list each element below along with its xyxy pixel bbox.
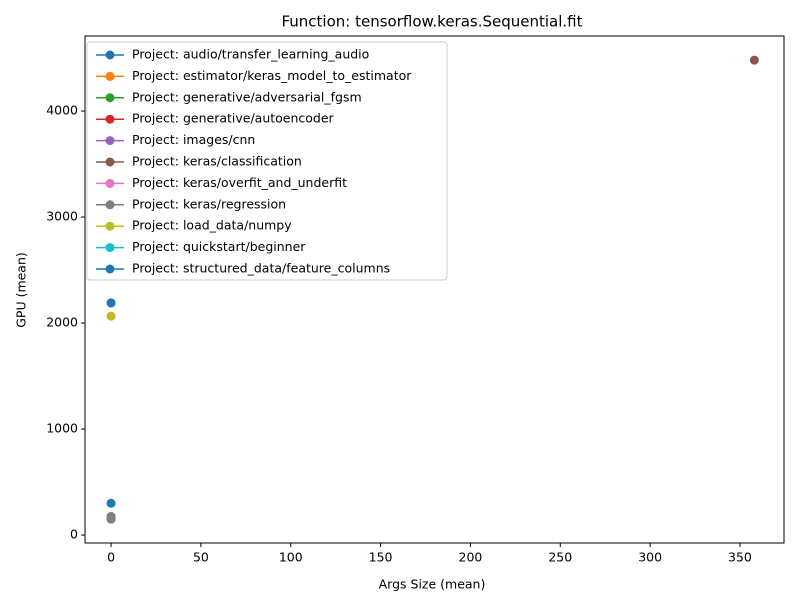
point xyxy=(106,298,116,308)
point xyxy=(106,498,116,508)
point xyxy=(106,511,116,521)
x-tick-label: 350 xyxy=(728,550,752,565)
y-tick-label: 0 xyxy=(70,527,78,542)
x-tick-label: 300 xyxy=(638,550,662,565)
legend-label: Project: keras/regression xyxy=(132,196,286,211)
chart-title: Function: tensorflow.keras.Sequential.fi… xyxy=(281,13,582,31)
legend-marker xyxy=(105,50,115,60)
x-tick-label: 200 xyxy=(459,550,483,565)
x-tick-label: 250 xyxy=(548,550,572,565)
legend-marker xyxy=(105,136,115,146)
legend-label: Project: load_data/numpy xyxy=(132,218,292,233)
x-tick-label: 0 xyxy=(107,550,115,565)
x-tick-label: 150 xyxy=(369,550,393,565)
legend-marker xyxy=(105,157,115,167)
point xyxy=(749,55,759,65)
x-tick-label: 50 xyxy=(193,550,209,565)
legend-label: Project: quickstart/beginner xyxy=(132,239,306,254)
plot-frame xyxy=(84,35,785,544)
legend-marker xyxy=(105,114,115,124)
legend-marker xyxy=(105,93,115,103)
legend-marker xyxy=(105,243,115,253)
y-tick-label: 4000 xyxy=(46,103,78,118)
legend-marker xyxy=(105,264,115,274)
legend-box xyxy=(86,41,448,281)
y-axis-label: GPU (mean) xyxy=(14,252,29,328)
legend-label: Project: generative/autoencoder xyxy=(132,111,335,126)
y-tick-label: 2000 xyxy=(46,315,78,330)
legend-label: Project: structured_data/feature_columns xyxy=(132,261,390,276)
legend-label: Project: estimator/keras_model_to_estima… xyxy=(132,68,412,83)
legend-marker xyxy=(105,200,115,210)
legend-label: Project: audio/transfer_learning_audio xyxy=(132,47,369,62)
y-tick-label: 1000 xyxy=(46,421,78,436)
legend-label: Project: keras/overfit_and_underfit xyxy=(132,175,347,190)
legend-marker xyxy=(105,178,115,188)
point xyxy=(106,311,116,321)
legend-label: Project: generative/adversarial_fgsm xyxy=(132,89,362,104)
x-axis-label: Args Size (mean) xyxy=(379,577,486,592)
legend-label: Project: images/cnn xyxy=(132,132,255,147)
y-tick-label: 3000 xyxy=(46,209,78,224)
legend-marker xyxy=(105,71,115,81)
legend-marker xyxy=(105,221,115,231)
x-tick-label: 100 xyxy=(279,550,303,565)
legend-label: Project: keras/classification xyxy=(132,154,302,169)
